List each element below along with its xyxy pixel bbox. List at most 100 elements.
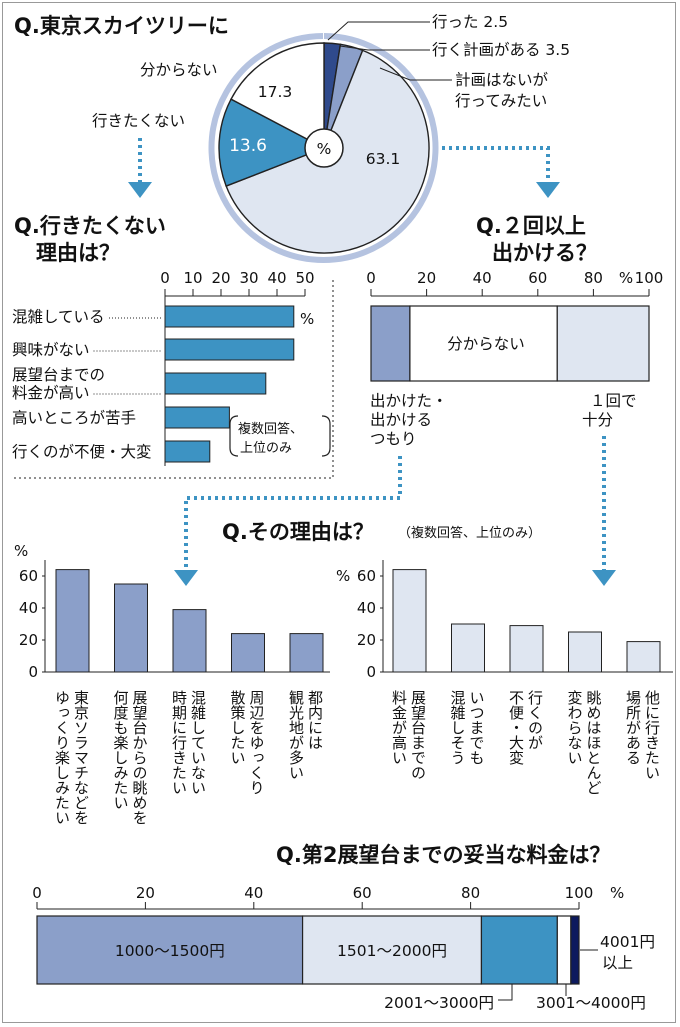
hbar-bar [164, 440, 211, 463]
hbar-note-1: 複数回答、 [238, 421, 303, 437]
pie-label-no-plan-1: 計画はないが [455, 71, 549, 89]
price-chart: 0 20 40 60 80 100 % 1000～1500円 1501～2000円 2001～30… [32, 884, 655, 1012]
vbar-bar [392, 569, 427, 673]
reasons-not-going-chart: 0 10 20 30 40 50 混雑している興味がない展望台までの料金が高い高いところが苦… [12, 269, 315, 466]
vbar-bar [626, 641, 661, 673]
price-tick-label: 0 [32, 884, 42, 902]
vbar-category-label: 展望台からの眺めを [131, 690, 149, 825]
vbar-tick-label: 40 [357, 599, 376, 617]
leader-plan [339, 45, 430, 51]
hbar-tick-label: 10 [183, 269, 202, 287]
hbar-title-2: 理由は？ [36, 241, 120, 265]
twice-segment-0 [370, 305, 411, 382]
twice-tick-label: 0 [366, 269, 376, 287]
arrow-right-dots [442, 146, 550, 184]
leader-went [327, 21, 430, 41]
vbar-category-label: 時期に行きたい [170, 690, 188, 795]
price-label-4001-2: 以上 [602, 954, 633, 972]
pie-slice-4 [230, 42, 325, 150]
hbar-category-label: 料金が高い [12, 384, 90, 402]
vbar-category-label: 散策したい [229, 690, 247, 765]
hbar-tick-label: 50 [295, 269, 314, 287]
vbar-tick-label: 20 [357, 631, 376, 649]
pie-value-no-plan: 63.1 [366, 150, 401, 168]
hbar-tick-label: 20 [211, 269, 230, 287]
twice-left-label: 出かける [370, 411, 432, 429]
vbar-category-label: 東京ソラマチなどを [72, 690, 90, 825]
vbar-category-label: 不便・大変 [507, 690, 525, 765]
vbar-category-label: 観光地が多い [287, 690, 305, 780]
hbar-tick-label: 30 [239, 269, 258, 287]
pie-value-dont-want: 13.6 [229, 136, 267, 156]
vbar-category-label: 混雑していない [189, 690, 207, 795]
price-label-2001: 2001～3000円 [384, 994, 494, 1012]
vbar-tick-label: 40 [19, 599, 38, 617]
vbar-tick-label: 60 [357, 567, 376, 585]
twice-segment-2 [556, 305, 650, 382]
vbar-category-label: 混雑しそう [449, 690, 467, 765]
twice-left-label: つもり [370, 430, 417, 448]
price-segment-label: 1501～2000円 [337, 942, 447, 960]
reason-title: Q.その理由は？ [222, 520, 374, 544]
vbar-bar [55, 569, 90, 673]
vbar-category-label: 変わらない [566, 690, 584, 765]
arrow-mid-left-head [174, 570, 198, 586]
pie-value-dont-know: 17.3 [258, 83, 293, 101]
pie-label-went: 行った 2.5 [432, 13, 508, 31]
price-unit: % [610, 884, 624, 902]
vbar-tick-label: 20 [19, 631, 38, 649]
arrow-mid-left-dots [184, 456, 402, 572]
twice-tick-label: 60 [528, 269, 547, 287]
hbar-category-label: 混雑している [12, 308, 105, 326]
vbar-category-label: 周辺をゆっくり [248, 690, 266, 795]
pie-center-label: % [317, 140, 332, 158]
twice-title-1: Q.２回以上 [476, 214, 586, 238]
pie-outer-ring [208, 33, 439, 263]
leader-no-plan [379, 67, 452, 81]
note-bracket-left [229, 415, 239, 457]
vbar-category-label: いつまでも [468, 690, 486, 765]
hbar-bar [164, 372, 267, 395]
pie-title: Q.東京スカイツリーに [14, 14, 229, 38]
pie-label-plan: 行く計画がある 3.5 [432, 41, 570, 59]
hbar-category-label: 行くのが不便・大変 [12, 443, 152, 461]
pie-slice-3 [218, 98, 326, 187]
twice-right-label: 十分 [582, 411, 613, 429]
price-tick-label: 40 [244, 884, 263, 902]
vbar-category-label: 場所がある [624, 690, 642, 765]
vbar-category-label: 展望台までの [409, 690, 427, 780]
twice-tick-label: 20 [417, 269, 436, 287]
vbar-tick-label: 60 [19, 567, 38, 585]
price-label-4001-1: 4001円 [600, 933, 655, 951]
pie-label-no-plan-2: 行ってみたい [455, 92, 547, 110]
twice-right-label: １回で [590, 392, 637, 410]
vbar-bar [289, 633, 324, 673]
vbar-bar [172, 609, 207, 673]
price-segment-3 [556, 915, 572, 985]
vbar-category-label: ゆっくり楽しみたい [53, 690, 71, 825]
vbar-category-label: 都内には [306, 690, 324, 750]
price-tick-label: 20 [136, 884, 155, 902]
price-segment-4 [570, 915, 580, 985]
vbar-category-label: 何度も楽しみたい [112, 690, 130, 810]
hbar-dotted-frame [14, 280, 334, 479]
hbar-category-label: 展望台までの [12, 366, 105, 384]
pie-center [304, 128, 344, 168]
price-leader-2001 [498, 984, 513, 1001]
price-tick-label: 60 [353, 884, 372, 902]
hbar-title-1: Q.行きたくない [14, 214, 166, 238]
hbar-unit: % [300, 310, 314, 328]
twice-unit: % [619, 269, 633, 287]
vbar-category-label: 眺めはほとんど [585, 690, 603, 795]
vbar-category-label: 行くのが [526, 690, 544, 750]
twice-inner-label: 分からない [447, 335, 525, 353]
vbar-tick-label: 0 [366, 663, 376, 681]
pie-label-dont-know: 分からない [140, 61, 218, 79]
hbar-tick-label: 40 [267, 269, 286, 287]
note-bracket-right [321, 415, 331, 457]
vbar-bar [114, 583, 148, 673]
